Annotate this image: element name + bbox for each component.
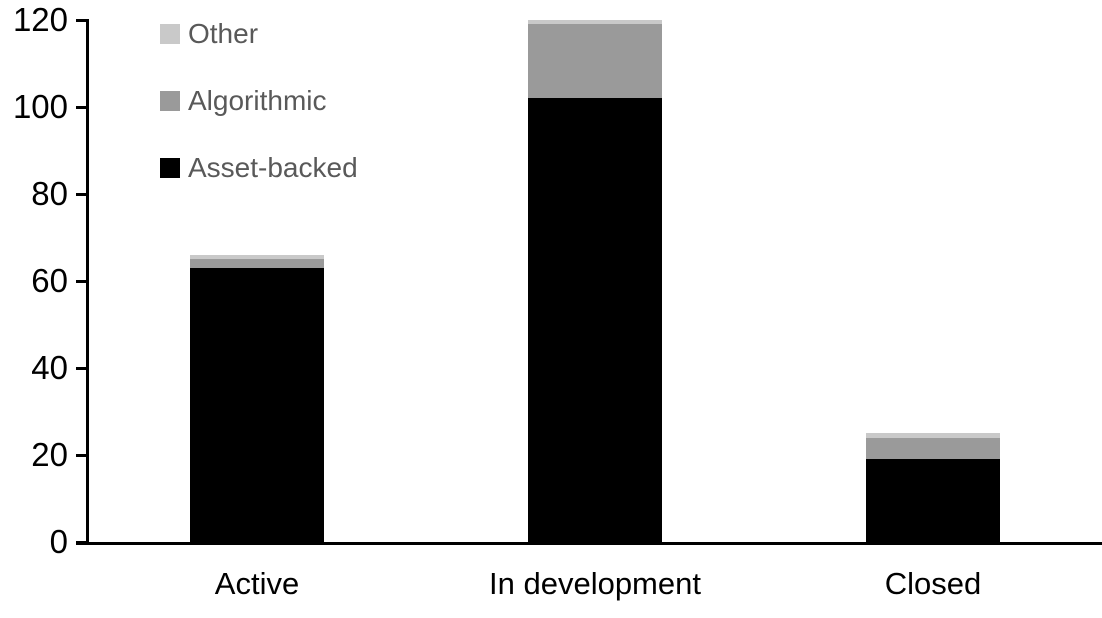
y-tick-label-20: 20 (31, 436, 68, 473)
y-tick-60 (76, 280, 87, 283)
y-axis-line (86, 19, 89, 545)
y-tick-label-60: 60 (31, 262, 68, 299)
legend-label-algorithmic: Algorithmic (188, 85, 327, 116)
y-tick-label-100: 100 (12, 88, 68, 125)
bar-segment-in-development-asset-backed (528, 98, 662, 542)
y-tick-120 (76, 19, 87, 22)
bar-segment-active-other (190, 254, 324, 260)
legend-label-other: Other (188, 18, 259, 49)
legend-swatch-algorithmic (160, 91, 180, 111)
y-tick-label-80: 80 (31, 175, 68, 212)
legend-item-other: Other (160, 20, 358, 48)
y-tick-80 (76, 193, 87, 196)
bar-segment-active-algorithmic (190, 259, 324, 268)
bar-segment-closed-asset-backed (866, 459, 1000, 542)
bar-segment-active-asset-backed (190, 267, 324, 542)
bar-segment-closed-other (866, 433, 1000, 438)
legend-item-algorithmic: Algorithmic (160, 87, 358, 115)
y-tick-20 (76, 454, 87, 457)
y-tick-40 (76, 367, 87, 370)
legend-swatch-asset-backed (160, 158, 180, 178)
legend-item-asset-backed: Asset-backed (160, 154, 358, 182)
x-axis-label-closed: Closed (884, 566, 982, 601)
bar-segment-in-development-algorithmic (528, 24, 662, 99)
bar-segment-in-development-other (528, 20, 662, 25)
y-tick-label-120: 120 (12, 1, 68, 38)
y-tick-100 (76, 106, 87, 109)
x-axis-label-active: Active (214, 566, 300, 601)
y-tick-label-40: 40 (31, 349, 68, 386)
y-tick-0 (76, 541, 87, 544)
y-tick-label-0: 0 (49, 523, 68, 560)
x-axis-line (76, 542, 1102, 545)
x-axis-label-in-development: In development (489, 566, 701, 601)
legend-label-asset-backed: Asset-backed (188, 152, 358, 183)
legend: Other Algorithmic Asset-backed (160, 20, 358, 225)
bar-segment-closed-algorithmic (866, 437, 1000, 460)
legend-swatch-other (160, 24, 180, 44)
